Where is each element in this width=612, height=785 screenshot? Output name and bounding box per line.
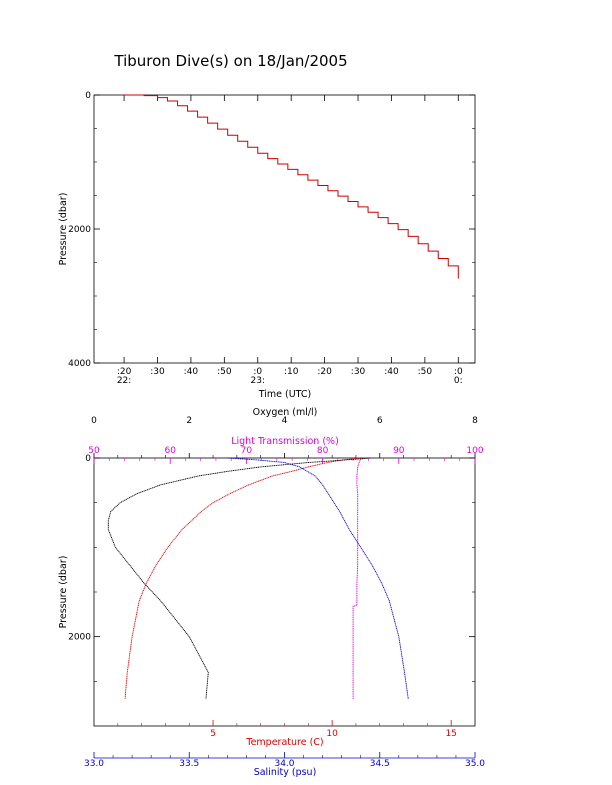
profile-panel: 0 2000 0 2 4 6 8 50 60 70 80 90 100 5 10 15 33.0 33.5 34.0… bbox=[58, 407, 485, 778]
temperature-tick-label: 15 bbox=[445, 729, 456, 739]
x-major-tick-label: 0: bbox=[454, 376, 463, 386]
salinity-tick-label: 33.5 bbox=[179, 759, 199, 769]
oxygen-axis-label: Oxygen (ml/l) bbox=[253, 407, 318, 418]
top-axis-ticks: 020004000:2022::30:40:50:023::10:20:30:4… bbox=[68, 91, 475, 386]
top-plot-frame bbox=[93, 94, 476, 364]
pressure-series-line bbox=[124, 94, 459, 279]
salinity-profile-line bbox=[227, 457, 409, 700]
temperature-tick-label: 10 bbox=[326, 729, 338, 739]
y-tick-label: 0 bbox=[85, 454, 91, 464]
x-major-tick-label: 22: bbox=[117, 376, 131, 386]
x-tick-label: :50 bbox=[418, 367, 433, 377]
oxygen-profile-line bbox=[107, 457, 371, 700]
temperature-tick-label: 5 bbox=[210, 729, 216, 739]
y-tick-label: 2000 bbox=[68, 225, 91, 235]
light-transmission-tick-label: 80 bbox=[317, 446, 329, 456]
x-tick-label: :0 bbox=[253, 367, 262, 377]
y-tick-label: 4000 bbox=[68, 359, 91, 369]
temperature-profile-line bbox=[124, 457, 361, 700]
oxygen-tick-label: 0 bbox=[91, 416, 97, 426]
profile-traces bbox=[107, 457, 409, 700]
oxygen-tick-label: 2 bbox=[186, 416, 192, 426]
top-y-axis-label: Pressure (dbar) bbox=[58, 193, 69, 266]
bottom-plot-frame bbox=[93, 457, 476, 727]
x-tick-label: :40 bbox=[384, 367, 399, 377]
temperature-axis-label: Temperature (C) bbox=[245, 737, 323, 748]
light-transmission-axis-label: Light Transmission (%) bbox=[231, 436, 339, 447]
oxygen-tick-label: 6 bbox=[377, 416, 383, 426]
light-transmission-tick-label: 70 bbox=[241, 446, 253, 456]
light-transmission-tick-label: 60 bbox=[164, 446, 176, 456]
pressure-trace bbox=[124, 94, 459, 279]
light-transmission-tick-label: 90 bbox=[393, 446, 405, 456]
salinity-axis-label: Salinity (psu) bbox=[254, 767, 317, 778]
x-tick-label: :20 bbox=[117, 367, 132, 377]
x-tick-label: :50 bbox=[217, 367, 232, 377]
light-transmission-tick-label: 50 bbox=[88, 446, 100, 456]
x-tick-label: :40 bbox=[184, 367, 199, 377]
y-tick-label: 2000 bbox=[68, 633, 91, 643]
y-tick-label: 0 bbox=[85, 91, 91, 101]
top-x-axis-label: Time (UTC) bbox=[258, 389, 312, 400]
bottom-axis-ticks: 0 2000 0 2 4 6 8 50 60 70 80 90 100 5 10 15 33.0 33.5 34.0… bbox=[68, 416, 485, 769]
salinity-tick-label: 34.5 bbox=[370, 759, 390, 769]
bottom-y-axis-label: Pressure (dbar) bbox=[58, 556, 69, 629]
x-tick-label: :10 bbox=[284, 367, 299, 377]
oxygen-tick-label: 8 bbox=[472, 416, 478, 426]
salinity-tick-label: 35.0 bbox=[465, 759, 485, 769]
x-tick-label: :30 bbox=[351, 367, 366, 377]
oxygen-tick-label: 4 bbox=[282, 416, 288, 426]
pressure-vs-time-panel: 020004000:2022::30:40:50:023::10:20:30:4… bbox=[58, 91, 476, 400]
x-tick-label: :0 bbox=[454, 367, 463, 377]
x-tick-label: :30 bbox=[150, 367, 165, 377]
light-transmission-profile-line bbox=[352, 457, 365, 700]
x-tick-label: :20 bbox=[317, 367, 332, 377]
x-major-tick-label: 23: bbox=[251, 376, 265, 386]
light-transmission-tick-label: 100 bbox=[466, 446, 483, 456]
salinity-tick-label: 33.0 bbox=[84, 759, 104, 769]
salinity-tick-label: 34.0 bbox=[274, 759, 294, 769]
figure-title: Tiburon Dive(s) on 18/Jan/2005 bbox=[113, 52, 347, 70]
